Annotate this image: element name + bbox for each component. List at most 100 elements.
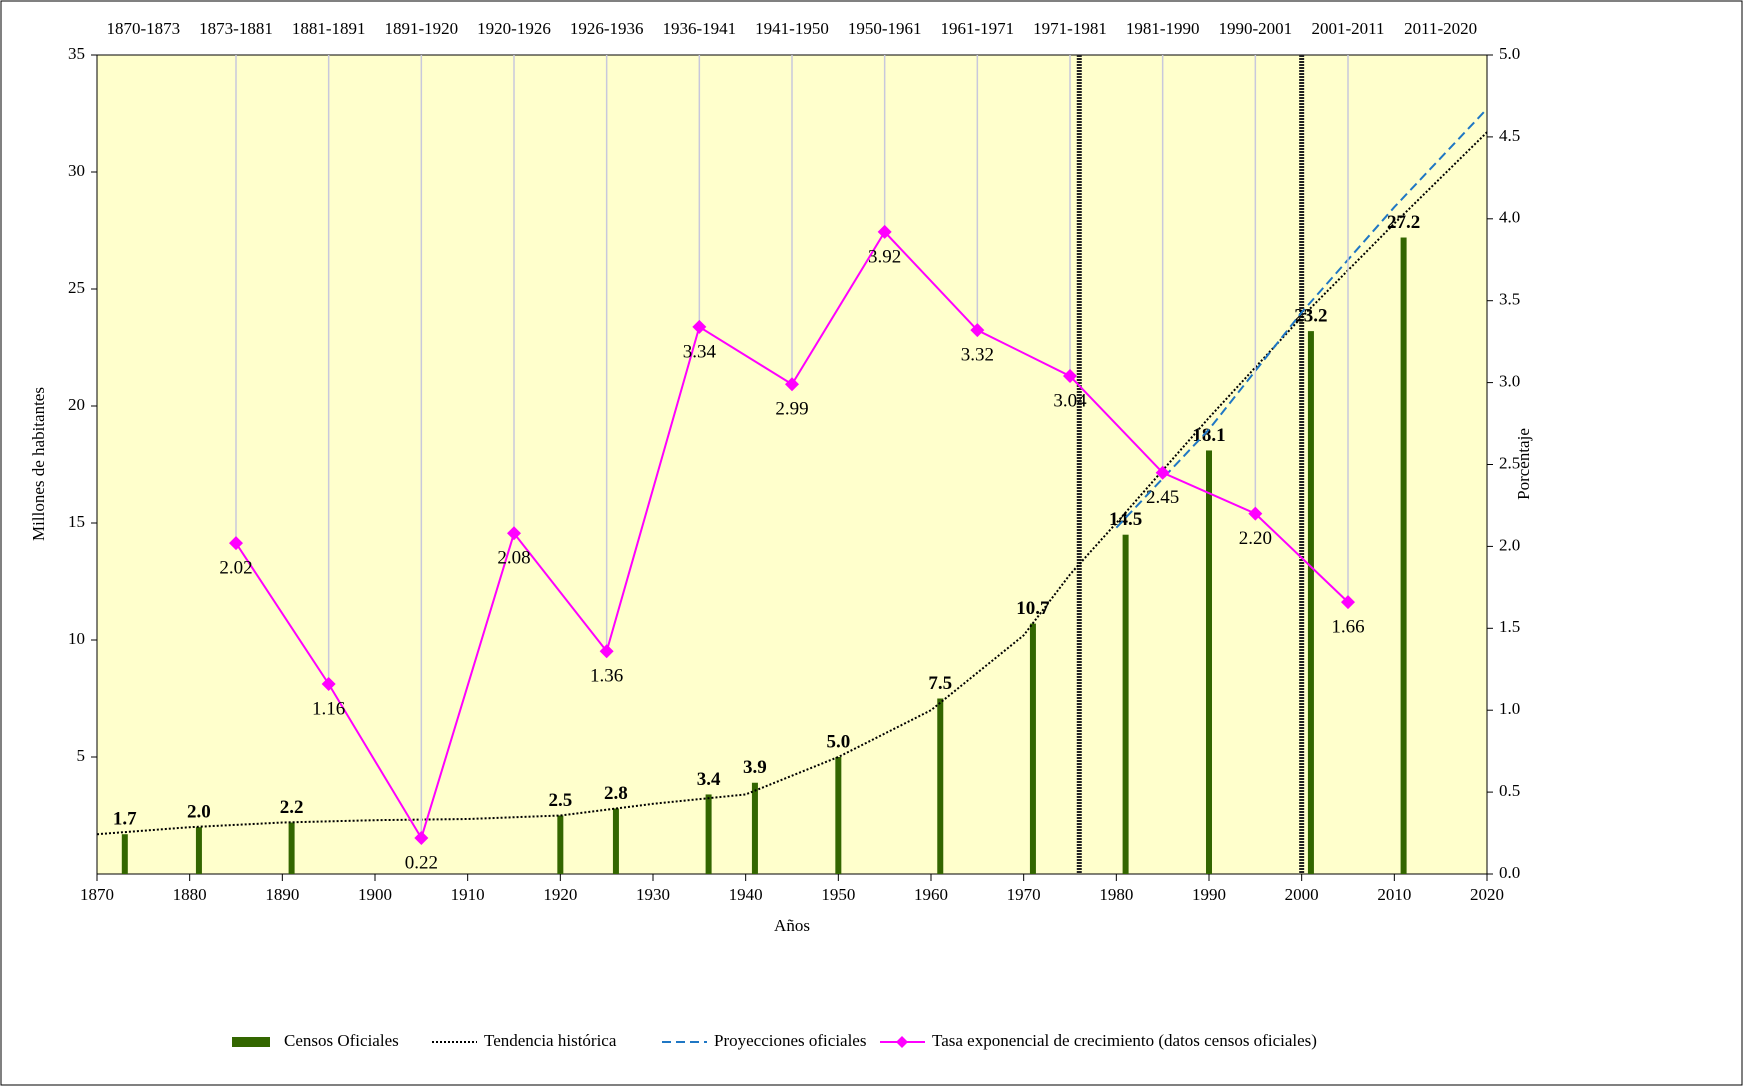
rate-marker [507,526,521,541]
bar [121,834,128,874]
top-category-label: 1926-1936 [570,19,644,38]
rate-value-label: 1.36 [590,666,623,687]
y2-tick-label: 3.5 [1499,290,1520,309]
x-tick-label: 1900 [358,885,392,904]
rate-marker [1063,369,1077,384]
bar [1122,534,1129,874]
bar-value-label: 3.4 [697,769,721,790]
bar-value-label: 2.2 [280,797,304,818]
x-tick-label: 1930 [636,885,670,904]
bar-value-label: 1.7 [113,809,137,830]
bar-value-label: 5.0 [826,731,850,752]
rate-marker [1341,595,1355,610]
top-category-label: 1870-1873 [106,19,180,38]
bar-value-label: 2.8 [604,783,628,804]
bar [612,808,619,874]
y2-tick-label: 4.5 [1499,126,1520,145]
x-tick-label: 2000 [1285,885,1319,904]
legend-label: Proyecciones oficiales [714,1031,866,1050]
x-tick-label: 1870 [80,885,114,904]
x-tick-label: 1920 [543,885,577,904]
bar [751,782,758,874]
legend-swatch [232,1037,270,1047]
y-tick-label: 30 [68,161,85,180]
rate-marker [599,644,614,659]
rate-value-label: 3.92 [868,246,901,267]
dotted-line [96,131,1488,836]
top-category-label: 1971-1981 [1033,19,1107,38]
rate-value-label: 3.04 [1053,390,1087,411]
x-tick-label: 1970 [1007,885,1041,904]
bar [835,757,842,874]
rate-value-label: 1.16 [312,698,345,719]
top-category-label: 1891-1920 [384,19,458,38]
y-tick-label: 25 [68,278,85,297]
y-tick-label: 35 [68,44,85,63]
top-category-label: 2001-2011 [1311,19,1384,38]
y-tick-label: 5 [77,746,86,765]
top-category-label: 1981-1990 [1126,19,1200,38]
rate-marker [229,536,243,551]
rate-value-label: 2.45 [1146,487,1179,508]
rate-marker [692,319,707,334]
legend-marker [896,1036,908,1048]
rate-value-label: 2.02 [219,557,252,578]
rate-marker [414,830,429,845]
rate-value-label: 2.99 [775,399,808,420]
bar [1307,331,1314,874]
x-tick-label: 2020 [1470,885,1504,904]
bar [1206,450,1212,874]
y-tick-label: 20 [68,395,85,414]
top-category-label: 1950-1961 [848,19,922,38]
bar [288,822,295,874]
dashed-line [1115,108,1488,529]
bar-value-label: 3.9 [743,757,767,778]
legend-label: Tendencia histórica [484,1031,617,1050]
legend-label: Censos Oficiales [284,1031,399,1050]
bar-value-label: 2.5 [548,790,572,811]
x-tick-label: 1960 [914,885,948,904]
y2-tick-label: 0.0 [1499,863,1520,882]
rate-value-label: 0.22 [405,852,438,873]
top-category-label: 1990-2001 [1218,19,1292,38]
x-tick-label: 2010 [1377,885,1411,904]
top-category-label: 1936-1941 [662,19,736,38]
bar-value-label: 27.2 [1387,212,1420,233]
top-category-label: 1961-1971 [940,19,1014,38]
top-category-label: 1873-1881 [199,19,273,38]
rate-value-label: 3.34 [683,341,717,362]
rate-marker [785,377,799,392]
x-tick-label: 1890 [265,885,299,904]
x-tick-label: 1980 [1099,885,1133,904]
y-tick-label: 10 [68,629,85,648]
bar [557,815,564,874]
bar-value-label: 7.5 [928,673,952,694]
rate-marker [321,676,336,691]
x-tick-label: 1940 [729,885,763,904]
x-tick-label: 1880 [173,885,207,904]
y2-tick-label: 3.0 [1499,372,1520,391]
rate-marker [970,323,985,338]
legend-label: Tasa exponencial de crecimiento (datos c… [932,1031,1317,1050]
y2-tick-label: 2.5 [1499,453,1520,472]
y2-tick-label: 5.0 [1499,44,1520,63]
bar [1400,237,1407,874]
y-axis-label: Millones de habitantes [29,387,48,541]
bar-value-label: 10.7 [1016,598,1050,619]
rate-marker [877,224,892,239]
bar-value-label: 18.1 [1192,425,1225,446]
bar [195,827,202,874]
bar [1029,623,1036,874]
rate-value-label: 2.20 [1239,528,1272,549]
y2-tick-label: 0.5 [1499,781,1520,800]
x-tick-label: 1910 [451,885,485,904]
rate-value-label: 3.32 [961,345,994,366]
y2-axis-label: Porcentaje [1514,428,1533,500]
x-tick-label: 1950 [821,885,855,904]
rate-marker [1155,465,1170,480]
x-tick-label: 1990 [1192,885,1226,904]
y2-tick-label: 1.0 [1499,699,1520,718]
bar-value-label: 14.5 [1109,509,1142,530]
top-category-label: 1941-1950 [755,19,829,38]
